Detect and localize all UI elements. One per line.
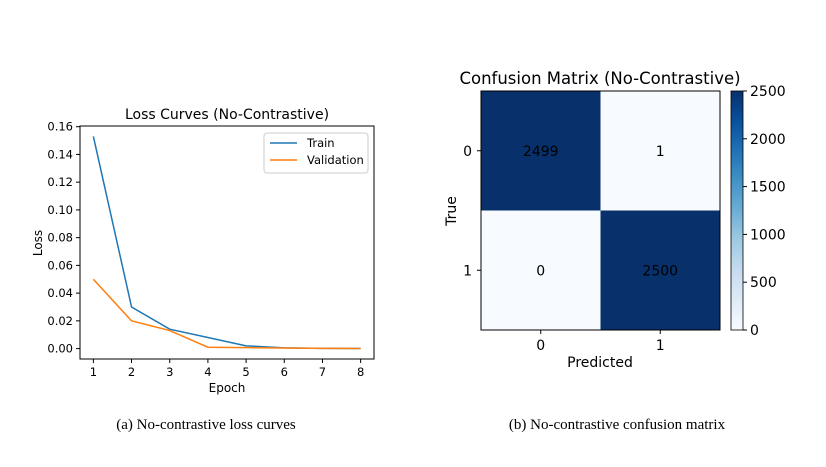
cm-cell-value: 2499 <box>523 144 559 160</box>
loss-y-tick-label: 0.12 <box>47 175 73 189</box>
loss-x-tick-label: 8 <box>357 365 364 379</box>
legend-train-label: Train <box>306 136 335 150</box>
confusion-matrix-axes: 0 1 0 1 <box>463 144 665 354</box>
legend-validation-label: Validation <box>307 153 364 167</box>
cm-y-tick-label: 0 <box>463 144 472 160</box>
loss-y-axis: 0.00 0.02 0.04 0.06 0.08 0.10 0.12 0.14 0.16 <box>47 120 80 356</box>
cm-cell-value: 0 <box>536 263 545 279</box>
loss-y-tick-label: 0.08 <box>47 231 73 245</box>
loss-y-tick-label: 0.16 <box>47 120 73 134</box>
loss-x-tick-label: 2 <box>128 365 135 379</box>
confusion-matrix-y-label: True <box>444 196 460 227</box>
loss-x-tick-label: 3 <box>166 365 173 379</box>
loss-x-tick-label: 5 <box>242 365 249 379</box>
loss-y-tick-label: 0.06 <box>47 258 73 272</box>
confusion-matrix-x-label: Predicted <box>567 355 633 371</box>
loss-legend: Train Validation <box>263 132 369 174</box>
colorbar-tick-label: 2500 <box>750 84 786 100</box>
cm-cell <box>481 210 601 330</box>
confusion-matrix-title: Confusion Matrix (No-Contrastive) <box>459 69 740 88</box>
loss-series-validation <box>92 278 361 350</box>
cm-cell <box>600 91 720 211</box>
colorbar-tick-label: 2000 <box>750 132 786 148</box>
cm-cell-value: 1 <box>656 144 665 160</box>
loss-series-group <box>92 136 361 350</box>
cm-cell <box>481 91 601 211</box>
cm-x-tick-label: 1 <box>656 338 665 354</box>
colorbar-tick-label: 0 <box>750 323 759 339</box>
loss-y-tick-label: 0.04 <box>47 286 73 300</box>
colorbar-tick-label: 500 <box>750 275 777 291</box>
loss-x-axis-label: Epoch <box>209 381 246 395</box>
loss-y-tick-label: 0.10 <box>47 203 73 217</box>
loss-y-axis-label: Loss <box>31 230 45 256</box>
loss-x-tick-label: 1 <box>90 365 97 379</box>
cm-x-tick-label: 0 <box>536 338 545 354</box>
loss-chart-title: Loss Curves (No-Contrastive) <box>125 107 329 123</box>
loss-y-tick-label: 0.00 <box>47 342 73 356</box>
cm-y-tick-label: 1 <box>463 263 472 279</box>
confusion-matrix-chart: Confusion Matrix (No-Contrastive) 2499 10… <box>444 69 786 371</box>
loss-x-axis: 1 2 3 4 5 6 7 8 <box>90 359 364 379</box>
cm-cell <box>600 210 720 330</box>
cm-cell-value: 2500 <box>642 263 678 279</box>
loss-y-tick-label: 0.02 <box>47 314 73 328</box>
colorbar-ticks: 0 500 1000 1500 2000 2500 <box>743 84 786 339</box>
caption-confusion-matrix: (b) No-contrastive confusion matrix <box>509 417 726 433</box>
loss-chart-frame <box>79 125 375 360</box>
confusion-matrix-cells: 2499 1 0 2500 <box>481 91 720 330</box>
colorbar-tick-label: 1000 <box>750 227 786 243</box>
loss-x-tick-label: 6 <box>281 365 288 379</box>
confusion-matrix-frame <box>480 90 721 331</box>
loss-y-tick-label: 0.14 <box>47 147 73 161</box>
loss-chart: Loss Curves (No-Contrastive) 0.000.020.0… <box>31 107 375 395</box>
colorbar-tick-label: 1500 <box>750 180 786 196</box>
colorbar <box>730 90 744 331</box>
caption-loss-curves: (a) No-contrastive loss curves <box>116 417 296 433</box>
loss-x-tick-label: 4 <box>204 365 211 379</box>
loss-x-tick-label: 7 <box>319 365 326 379</box>
